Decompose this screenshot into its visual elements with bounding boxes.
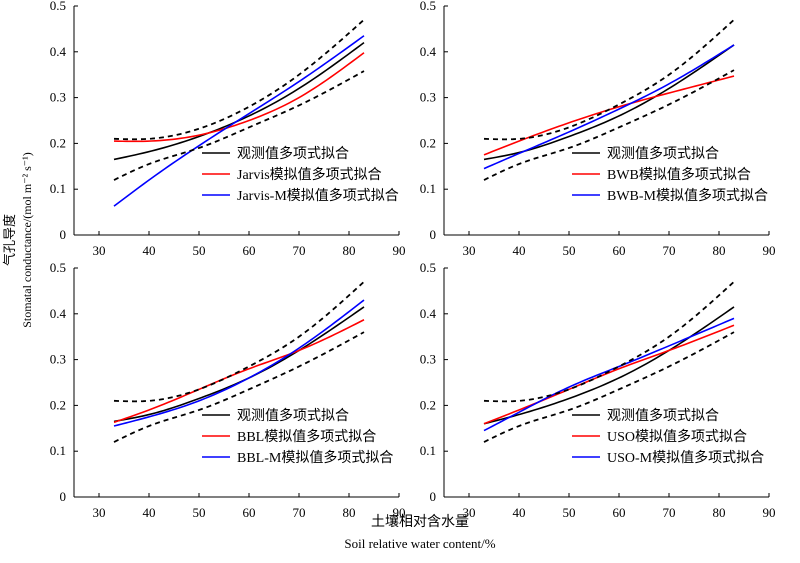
legend-label: 观测值多项式拟合 [607, 407, 719, 424]
y-tick-label: 0.1 [420, 443, 436, 458]
x-tick-label: 80 [343, 243, 356, 258]
y-tick-label: 0 [430, 227, 437, 242]
x-tick-label: 60 [613, 505, 626, 520]
x-tick-label: 60 [613, 243, 626, 258]
y-tick-label: 0.4 [420, 44, 437, 59]
series-line-model [113, 52, 365, 143]
series-line-model [483, 324, 735, 425]
x-tick-label: 80 [343, 505, 356, 520]
series-line-model [113, 319, 365, 424]
series-line-model [483, 75, 735, 156]
x-tick-label: 40 [513, 243, 526, 258]
x-tick-label: 40 [513, 505, 526, 520]
y-tick-label: 0.4 [50, 306, 67, 321]
legend-label: BBL-M模拟值多项式拟合 [237, 449, 393, 466]
legend-label: USO模拟值多项式拟合 [607, 428, 747, 445]
series-line-observed [483, 306, 735, 425]
confidence-band-line [113, 331, 365, 443]
x-tick-label: 30 [93, 505, 106, 520]
y-tick-label: 0 [430, 489, 437, 504]
x-tick-label: 40 [143, 243, 156, 258]
series-line-observed [113, 306, 365, 423]
x-tick-label: 70 [293, 505, 306, 520]
confidence-band-line [483, 19, 735, 141]
x-tick-label: 70 [663, 243, 676, 258]
legend-label: Jarvis模拟值多项式拟合 [237, 166, 382, 183]
y-tick-label: 0.1 [50, 181, 66, 196]
series-line-observed [113, 41, 365, 161]
x-tick-label: 90 [393, 243, 406, 258]
series-line-model_m [483, 317, 735, 432]
y-tick-label: 0.3 [420, 90, 436, 105]
y-axis-label-cn: 气孔导度 [2, 214, 17, 266]
x-tick-label: 80 [713, 505, 726, 520]
y-tick-label: 0.1 [420, 181, 436, 196]
panel-bottom-right: 0 0.1 0.2 0.3 0.4 0.5 30 40 50 60 70 80 90 观测值多项式拟合 US… [420, 260, 776, 520]
x-tick-label: 70 [663, 505, 676, 520]
confidence-band-line [483, 69, 735, 181]
y-tick-label: 0.5 [50, 0, 66, 13]
y-tick-label: 0.2 [50, 135, 66, 150]
confidence-band-line [113, 281, 365, 403]
x-tick-label: 90 [763, 505, 776, 520]
x-tick-label: 50 [563, 505, 576, 520]
legend-label: BBL模拟值多项式拟合 [237, 428, 376, 445]
x-tick-label: 60 [243, 505, 256, 520]
legend-label: BWB-M模拟值多项式拟合 [607, 187, 768, 204]
x-tick-label: 90 [763, 243, 776, 258]
x-axis-label-cn: 土壤相对含水量 [371, 513, 469, 530]
x-tick-label: 30 [93, 243, 106, 258]
x-tick-label: 60 [243, 243, 256, 258]
legend-label: Jarvis-M模拟值多项式拟合 [237, 187, 399, 204]
legend-label: 观测值多项式拟合 [237, 407, 349, 424]
panel-bottom-left: 0 0.1 0.2 0.3 0.4 0.5 30 40 50 60 70 80 90 观测值多项式拟合 BB… [50, 260, 406, 520]
y-tick-label: 0.3 [420, 352, 436, 367]
x-tick-label: 50 [563, 243, 576, 258]
panel-top-right: 0 0.1 0.2 0.3 0.4 0.5 30 40 50 60 70 80 90 观测值多项式拟合 BW… [420, 0, 776, 258]
panel-top-left: 0 0.1 0.2 0.3 0.4 0.5 30 40 50 60 70 80 90 观测值多项式拟合 Ja… [50, 0, 406, 258]
y-tick-label: 0.5 [420, 260, 436, 275]
x-axis-label-en: Soil relative water content/% [344, 536, 495, 551]
y-tick-label: 0.3 [50, 352, 66, 367]
legend-label: BWB模拟值多项式拟合 [607, 166, 751, 183]
series-line-model_m [113, 35, 365, 207]
x-tick-label: 40 [143, 505, 156, 520]
y-tick-label: 0 [60, 489, 67, 504]
series-line-model_m [113, 299, 365, 427]
y-tick-label: 0.5 [420, 0, 436, 13]
y-tick-label: 0.3 [50, 90, 66, 105]
y-tick-label: 0.4 [420, 306, 437, 321]
x-tick-label: 30 [463, 505, 476, 520]
confidence-band-line [113, 19, 365, 141]
x-tick-label: 30 [463, 243, 476, 258]
y-tick-label: 0.2 [420, 397, 436, 412]
y-tick-label: 0 [60, 227, 67, 242]
y-tick-label: 0.2 [50, 397, 66, 412]
legend-label: USO-M模拟值多项式拟合 [607, 449, 764, 466]
y-tick-label: 0.2 [420, 135, 436, 150]
confidence-band-line [483, 331, 735, 443]
y-tick-label: 0.5 [50, 260, 66, 275]
legend-label: 观测值多项式拟合 [607, 145, 719, 162]
x-tick-label: 80 [713, 243, 726, 258]
y-tick-label: 0.4 [50, 44, 67, 59]
confidence-band-line [483, 281, 735, 403]
confidence-band-line [113, 70, 365, 181]
y-axis-label-en: Stomatal conductance/(mol m⁻² s⁻¹) [20, 152, 34, 328]
x-tick-label: 50 [193, 243, 206, 258]
y-tick-label: 0.1 [50, 443, 66, 458]
series-line-observed [483, 44, 735, 161]
legend-label: 观测值多项式拟合 [237, 145, 349, 162]
series-line-model_m [483, 44, 735, 170]
x-tick-label: 90 [393, 505, 406, 520]
x-tick-label: 50 [193, 505, 206, 520]
x-tick-label: 70 [293, 243, 306, 258]
